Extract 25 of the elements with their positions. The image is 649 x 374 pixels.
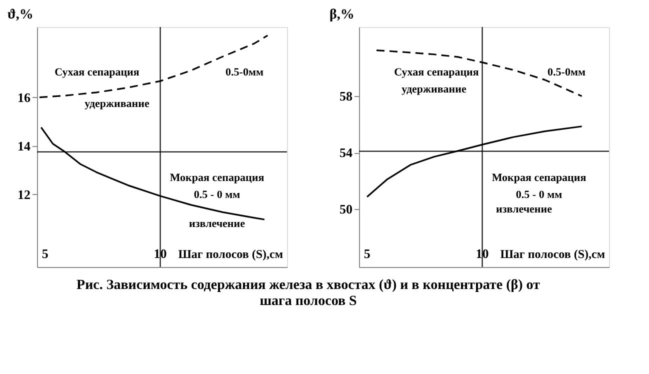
- y-tick-label: 12: [18, 186, 30, 202]
- annotation: Сухая сепарация: [54, 66, 140, 79]
- y-tick-label: 50: [340, 202, 352, 217]
- y-tick-label: 58: [340, 88, 353, 104]
- annotation: 0.5 - 0 мм: [516, 189, 563, 201]
- y-tick-label: 14: [18, 138, 31, 154]
- annotation: Мокрая сепарация: [170, 172, 264, 184]
- annotation: 0.5-0мм: [226, 66, 264, 79]
- y-tick-label: 54: [340, 145, 353, 160]
- x-tick-label: 5: [364, 246, 371, 261]
- x-axis-title: Шаг полосов (S),см: [178, 247, 283, 261]
- x-axis-title: Шаг полосов (S),см: [500, 247, 605, 261]
- y-tick-label: 16: [18, 90, 31, 105]
- y-axis-title: ϑ,%: [8, 8, 34, 22]
- annotation: удерживание: [84, 98, 150, 110]
- text: Рис. Зависимость содержания железа в хвостах (ϑ) и в концентрате (β) от шага полосов S: [76, 278, 540, 309]
- annotation: удерживание: [402, 83, 466, 96]
- annotation: извлечение: [496, 203, 552, 216]
- y-axis-title: β,%: [330, 8, 354, 22]
- annotation: Сухая сепарация: [394, 66, 479, 79]
- x-tick-label: 5: [42, 246, 49, 261]
- annotation: Мокрая сепарация: [492, 172, 586, 184]
- annotation: 0.5-0мм: [548, 66, 586, 79]
- annotation: извлечение: [189, 218, 246, 230]
- annotation: 0.5 - 0 мм: [194, 189, 241, 201]
